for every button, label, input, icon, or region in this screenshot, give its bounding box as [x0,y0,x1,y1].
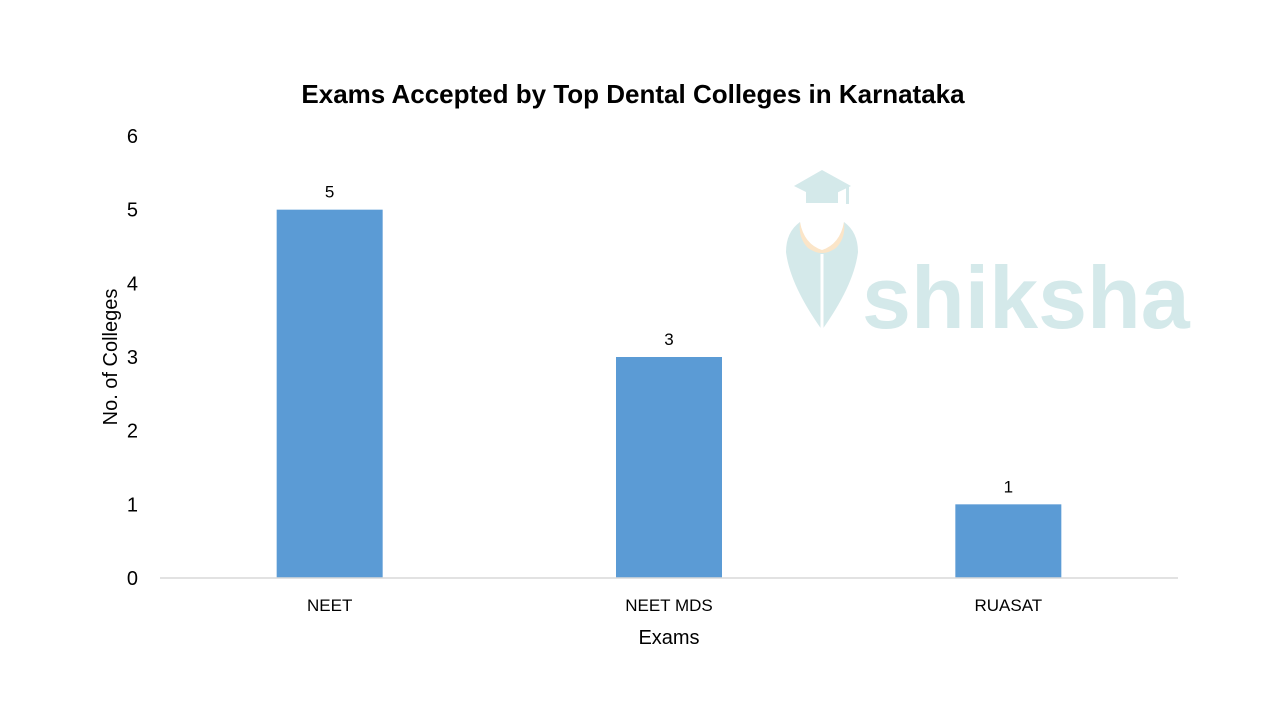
data-label: 3 [664,330,673,349]
bars-group [276,209,1062,578]
data-label: 5 [325,183,334,202]
x-axis-title: Exams [638,627,699,649]
shiksha-watermark: shiksha [786,170,1191,347]
x-axis-categories: NEET NEET MDS RUASAT [307,596,1042,615]
y-axis-title: No. of Colleges [100,289,122,426]
y-axis-ticks: 0 1 2 3 4 5 6 [127,126,138,590]
chart-title: Exams Accepted by Top Dental Colleges in… [301,79,965,109]
x-category-label: NEET [307,596,352,615]
y-tick-label: 1 [127,494,138,516]
pen-nib-icon [786,222,858,330]
y-tick-label: 4 [127,273,138,295]
y-tick-label: 6 [127,126,138,148]
y-tick-label: 2 [127,421,138,443]
bar-neet-mds [616,357,722,578]
y-tick-label: 3 [127,347,138,369]
x-category-label: NEET MDS [625,596,713,615]
watermark-text: shiksha [862,248,1191,347]
bar-neet [276,209,383,578]
graduation-cap-icon [794,170,851,204]
x-category-label: RUASAT [974,596,1042,615]
data-label: 1 [1004,477,1013,496]
bar-ruasat [955,504,1062,578]
data-labels-group: 5 3 1 [325,183,1013,497]
y-tick-label: 0 [127,568,138,590]
y-tick-label: 5 [127,200,138,222]
